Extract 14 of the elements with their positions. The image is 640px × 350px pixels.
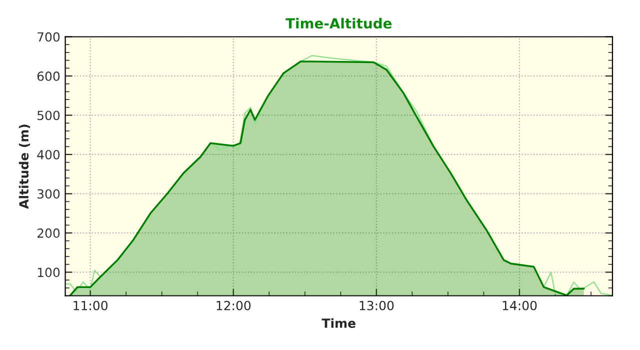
y-tick-label: 300 <box>38 189 60 199</box>
x-tick-label: 11:00 <box>74 300 108 310</box>
y-tick-label: 200 <box>37 228 60 238</box>
x-tick-label: 12:00 <box>216 300 251 310</box>
y-tick-label: 500 <box>38 110 60 120</box>
y-axis-title: Altitude (m) <box>18 124 30 209</box>
chart-title: Time-Altitude <box>286 18 392 29</box>
x-tick-label: 13:00 <box>360 300 394 310</box>
y-tick-label: 100 <box>38 268 60 278</box>
y-tick-label: 600 <box>37 71 60 81</box>
x-axis-title: Time <box>322 318 356 328</box>
x-tick-label: 14:00 <box>502 300 537 310</box>
y-tick-label: 400 <box>37 150 60 160</box>
y-tick-label: 700 <box>38 32 60 42</box>
